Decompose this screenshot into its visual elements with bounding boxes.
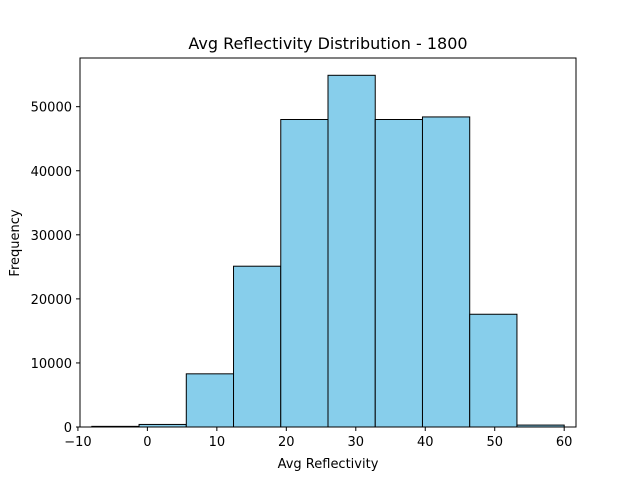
x-tick-label: 50 bbox=[486, 435, 503, 450]
chart-title: Avg Reflectivity Distribution - 1800 bbox=[188, 34, 467, 53]
x-tick-label: 10 bbox=[209, 435, 226, 450]
histogram-bar-5 bbox=[327, 74, 376, 428]
x-tick-label: 60 bbox=[556, 435, 573, 450]
x-tick-label: −10 bbox=[64, 435, 91, 450]
y-tick-label: 0 bbox=[64, 421, 72, 436]
x-tick-label: 40 bbox=[417, 435, 434, 450]
y-axis-label: Frequency bbox=[8, 209, 23, 276]
histogram-bar-7 bbox=[421, 116, 471, 428]
x-axis: −10 0 10 20 30 40 50 60 bbox=[64, 427, 572, 450]
histogram-bar-6 bbox=[374, 119, 423, 428]
histogram-bar-2 bbox=[185, 373, 235, 428]
y-tick-label: 30000 bbox=[31, 229, 72, 244]
y-tick-label: 10000 bbox=[31, 357, 72, 372]
y-tick-label: 20000 bbox=[31, 293, 72, 308]
y-axis: 0 10000 20000 30000 40000 50000 bbox=[31, 101, 80, 436]
y-tick-label: 40000 bbox=[31, 165, 72, 180]
x-axis-label: Avg Reflectivity bbox=[278, 457, 379, 472]
histogram-bar-3 bbox=[233, 265, 282, 428]
histogram-bar-4 bbox=[280, 119, 329, 428]
x-tick-label: 30 bbox=[348, 435, 365, 450]
y-tick-label: 50000 bbox=[31, 101, 72, 116]
x-tick-label: 0 bbox=[143, 435, 151, 450]
plot-frame bbox=[79, 57, 577, 428]
bars-group bbox=[91, 74, 565, 428]
x-tick-label: 20 bbox=[278, 435, 295, 450]
histogram-bar-8 bbox=[469, 313, 518, 428]
